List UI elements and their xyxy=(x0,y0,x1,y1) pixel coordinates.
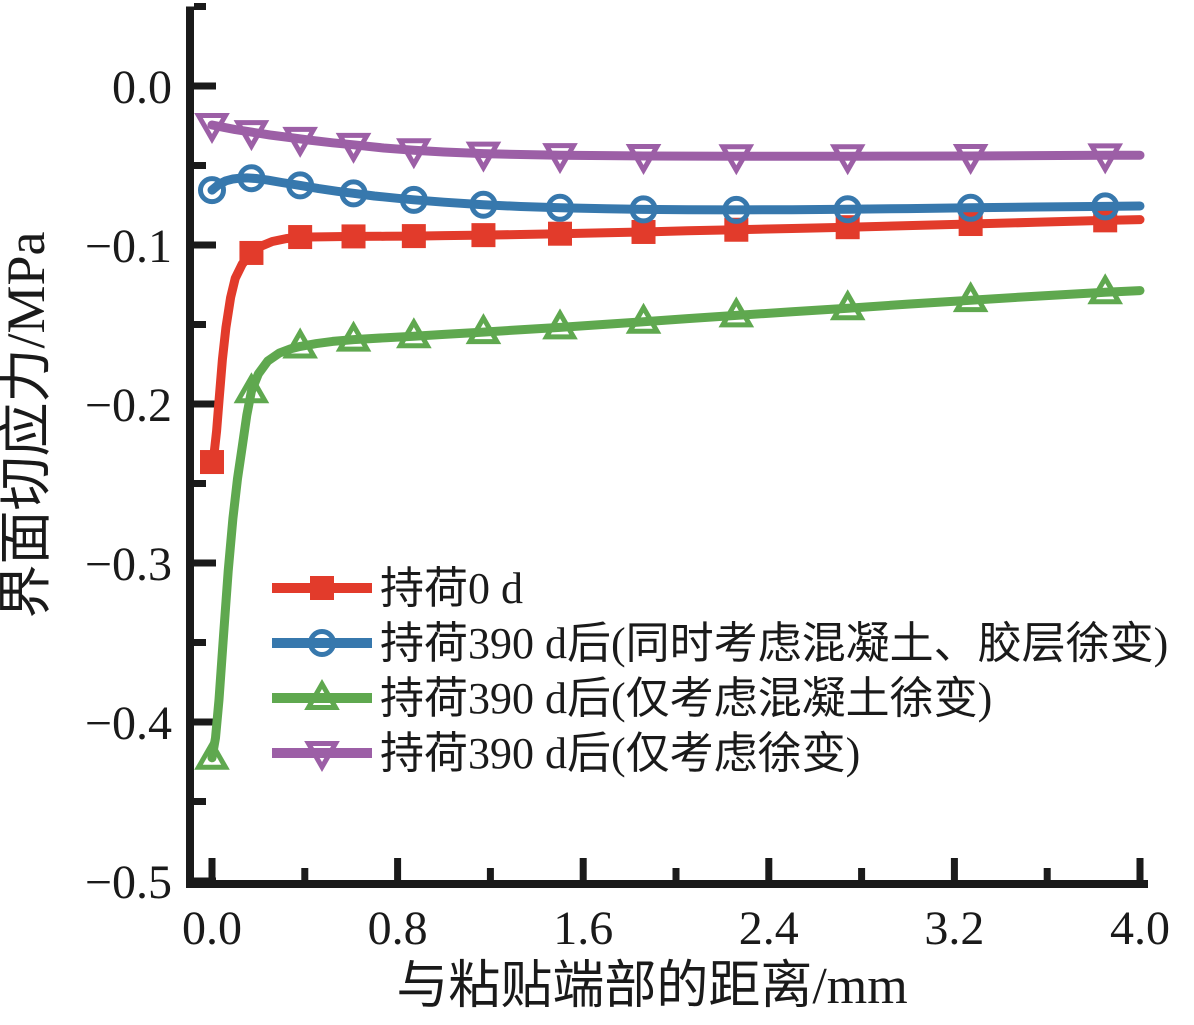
marker-square xyxy=(471,223,496,248)
x-tick-label: 1.6 xyxy=(553,902,613,955)
marker-circle xyxy=(286,171,315,200)
marker-triangle-up xyxy=(194,738,230,770)
marker-triangle-up xyxy=(233,372,270,404)
legend: 持荷0 d 持荷390 d后(同时考虑混凝土、胶层徐变) 持荷390 d后(仅考虑混… xyxy=(272,564,1168,778)
marker-triangle-down xyxy=(233,120,270,152)
series-2 xyxy=(194,273,1145,770)
marker-triangle-down xyxy=(194,112,230,144)
series-line-3 xyxy=(207,120,1145,161)
marker-square xyxy=(239,240,264,265)
legend-label: 持荷390 d后(仅考虑混凝土徐变) xyxy=(380,674,992,723)
marker-circle xyxy=(629,195,658,224)
marker-triangle-down xyxy=(1087,143,1124,175)
x-tick-label: 2.4 xyxy=(739,902,799,955)
series-0 xyxy=(200,208,1145,475)
series-3 xyxy=(194,112,1145,176)
marker-circle xyxy=(237,164,266,193)
marker-triangle-up xyxy=(718,296,755,328)
marker-triangle-up xyxy=(952,281,989,313)
marker-circle xyxy=(198,176,226,205)
marker-triangle-up xyxy=(542,308,578,340)
x-tick-label: 0.8 xyxy=(368,902,428,955)
marker-triangle-up xyxy=(335,320,372,352)
x-axis-title: 与粘贴端部的距离/mm xyxy=(396,958,907,1015)
marker-square xyxy=(401,224,426,249)
y-axis-title: 界面切应力/MPa xyxy=(0,231,56,618)
marker-circle xyxy=(833,195,862,224)
marker-circle xyxy=(546,193,574,222)
y-tick-label: −0.3 xyxy=(85,538,172,591)
marker-triangle-down xyxy=(952,143,989,175)
marker-square xyxy=(288,225,313,250)
series-lines xyxy=(194,112,1145,770)
marker-triangle-up xyxy=(829,289,866,321)
marker-circle xyxy=(1091,192,1120,221)
marker-square xyxy=(631,219,656,244)
x-tick-label: 4.0 xyxy=(1110,902,1170,955)
legend-item-0: 持荷0 d xyxy=(272,564,523,613)
marker-triangle-up xyxy=(465,313,502,345)
marker-square xyxy=(310,576,334,600)
marker-circle xyxy=(722,195,751,224)
marker-triangle-up xyxy=(304,678,340,710)
marker-square xyxy=(200,450,224,475)
y-tick-label: −0.2 xyxy=(85,379,172,432)
marker-triangle-down xyxy=(625,143,662,175)
marker-triangle-up xyxy=(625,302,662,334)
marker-circle xyxy=(956,193,985,222)
marker-triangle-down xyxy=(718,144,755,176)
marker-triangle-down xyxy=(829,144,866,176)
x-tick-label: 3.2 xyxy=(924,902,984,955)
marker-square xyxy=(341,224,366,249)
series-line-0 xyxy=(207,215,1145,467)
series-1 xyxy=(198,164,1145,224)
series-line-1 xyxy=(207,173,1145,215)
marker-circle xyxy=(399,185,428,214)
marker-triangle-up xyxy=(1087,273,1124,305)
marker-triangle-down xyxy=(335,132,372,164)
legend-item-1: 持荷390 d后(同时考虑混凝土、胶层徐变) xyxy=(272,619,1168,668)
legend-item-3: 持荷390 d后(仅考虑徐变) xyxy=(272,729,860,778)
axes: 0.0−0.1−0.2−0.3−0.4−0.50.0 0.8 1.6 2.4 3.2 4.… xyxy=(85,3,1170,955)
legend-label: 持荷0 d xyxy=(380,564,523,613)
y-tick-label: −0.4 xyxy=(85,697,172,750)
marker-triangle-down xyxy=(396,138,432,170)
legend-label: 持荷390 d后(同时考虑混凝土、胶层徐变) xyxy=(380,619,1168,668)
marker-circle xyxy=(308,629,336,657)
marker-triangle-down xyxy=(542,143,578,175)
marker-square xyxy=(548,221,572,246)
y-tick-label: −0.5 xyxy=(85,856,172,909)
marker-triangle-up xyxy=(396,317,432,349)
x-tick-label: 0.0 xyxy=(182,902,242,955)
marker-circle xyxy=(339,179,368,208)
legend-item-2: 持荷390 d后(仅考虑混凝土徐变) xyxy=(272,674,992,723)
y-tick-label: −0.1 xyxy=(85,220,172,273)
marker-triangle-down xyxy=(304,741,340,773)
marker-triangle-down xyxy=(465,141,502,173)
y-tick-label: 0.0 xyxy=(112,61,172,114)
series-line-2 xyxy=(207,286,1145,763)
legend-label: 持荷390 d后(仅考虑徐变) xyxy=(380,729,860,778)
marker-circle xyxy=(469,190,498,219)
marker-triangle-down xyxy=(282,126,318,158)
marker-triangle-up xyxy=(282,327,318,359)
